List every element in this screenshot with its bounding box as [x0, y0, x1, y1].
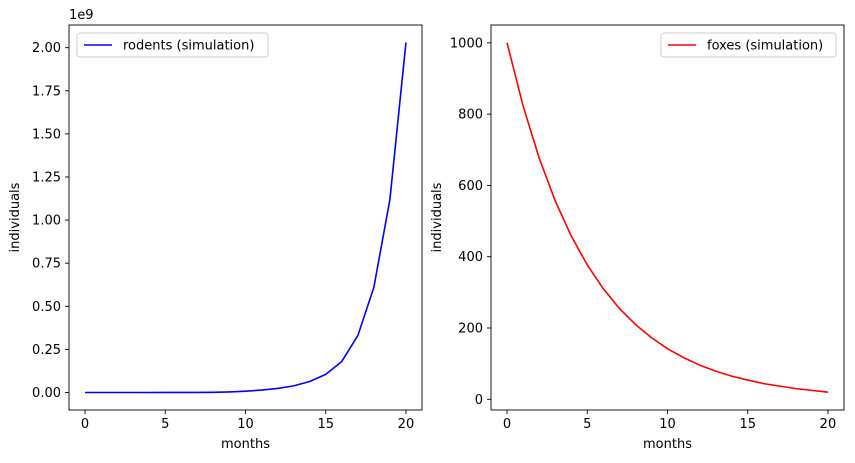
left-y-tick-label-1: 0.25 — [32, 343, 61, 358]
left-series-line-0 — [85, 42, 407, 394]
left-x-tick-label-1: 5 — [161, 417, 169, 432]
left-axes-frame — [68, 24, 423, 411]
left-legend-box — [76, 32, 269, 58]
left-x-tick-label-0: 0 — [81, 417, 89, 432]
left-y-tick-label-0: 0.00 — [32, 386, 61, 401]
left-y-tick-label-8: 2.00 — [32, 41, 61, 56]
right-plot: 0 5 10 15 2002004006008001000monthsindividua… — [430, 24, 845, 452]
right-x-tick-label-4: 20 — [820, 417, 837, 432]
right-y-tick-label-4: 800 — [458, 108, 483, 123]
left-plot: 0 5 10 15 20 0.00 0.25 0.50 0.75 1.00 1.25 1.50 1.75… — [8, 8, 423, 452]
left-x-tick-label-4: 20 — [398, 417, 415, 432]
right-legend-label-0: foxes (simulation) — [707, 39, 823, 54]
right-y-tick-label-5: 1000 — [450, 36, 483, 51]
right-x-tick-label-1: 5 — [583, 417, 591, 432]
left-y-tick-label-2: 0.50 — [32, 300, 61, 315]
right-y-axis-title: individuals — [430, 182, 445, 252]
right-series-line-0 — [506, 42, 829, 393]
left-y-tick-label-7: 1.75 — [32, 84, 61, 99]
right-x-tick-label-0: 0 — [503, 417, 511, 432]
left-legend: rodents (simulation) — [76, 32, 269, 58]
left-y-tick-label-6: 1.50 — [32, 127, 61, 142]
right-y-tick-label-3: 600 — [458, 179, 483, 194]
left-axis-offset-label: 1e9 — [69, 8, 94, 23]
left-legend-label-0: rodents (simulation) — [123, 39, 254, 54]
right-y-tick-label-1: 200 — [458, 322, 483, 337]
left-x-axis-title: months — [221, 437, 270, 452]
left-y-tick-label-4: 1.00 — [32, 214, 61, 229]
left-y-tick-label-3: 0.75 — [32, 257, 61, 272]
left-x-tick-label-3: 15 — [317, 417, 334, 432]
left-x-tick-label-2: 10 — [237, 417, 254, 432]
right-x-tick-label-2: 10 — [659, 417, 676, 432]
right-axes-frame — [490, 24, 845, 411]
right-legend-box — [660, 32, 837, 58]
right-legend: foxes (simulation) — [660, 32, 837, 58]
right-x-tick-label-3: 15 — [739, 417, 756, 432]
right-x-axis-title: months — [643, 437, 692, 452]
right-y-tick-label-0: 0 — [475, 393, 483, 408]
left-y-axis-title: individuals — [8, 182, 23, 252]
right-y-tick-label-2: 400 — [458, 250, 483, 265]
left-y-tick-label-5: 1.25 — [32, 170, 61, 185]
